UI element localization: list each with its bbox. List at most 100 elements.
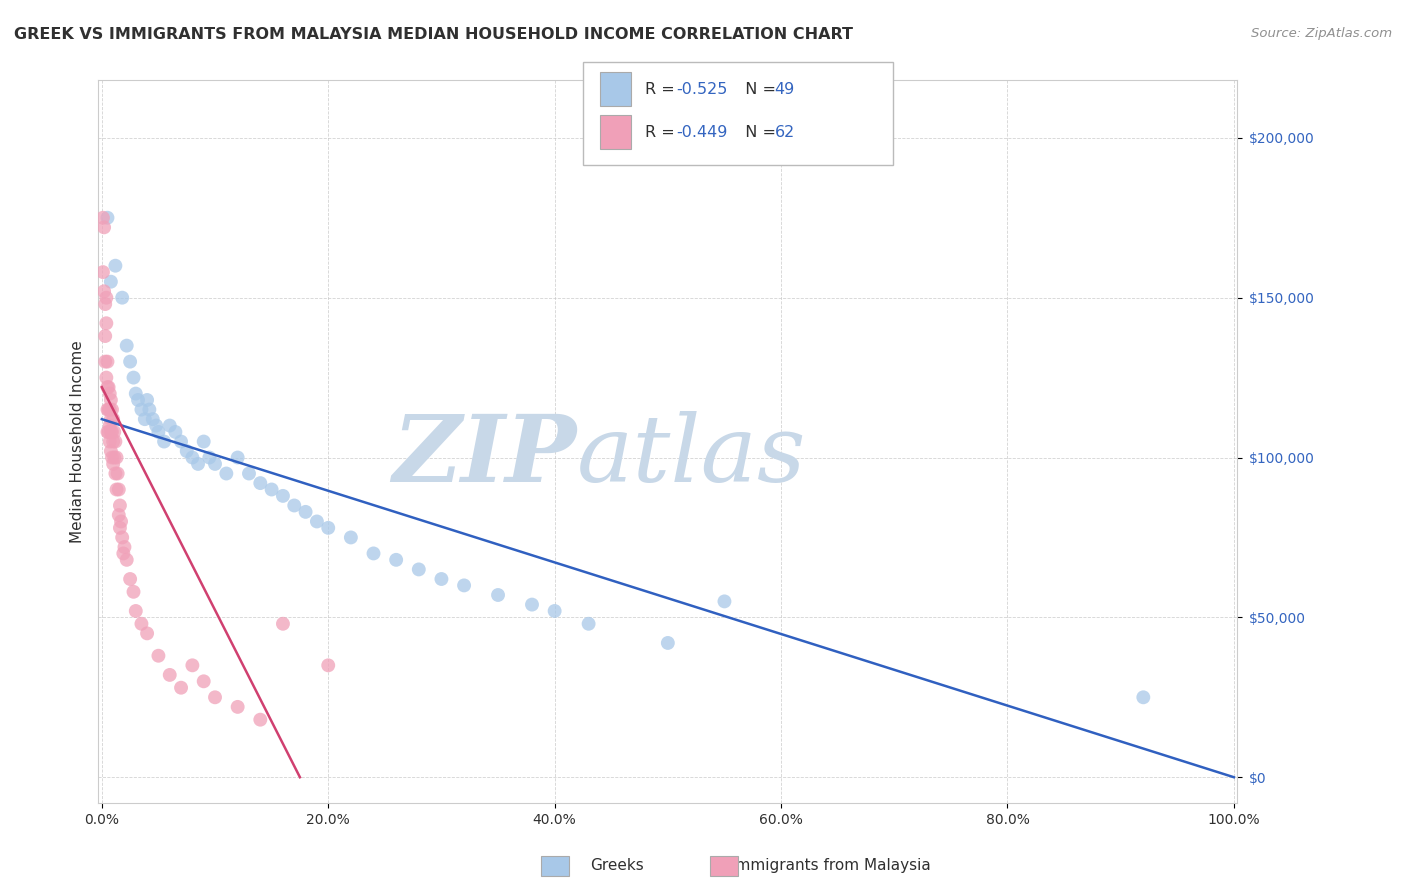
- Point: [96, 380, 118, 394]
- Text: R =: R =: [645, 82, 681, 96]
- Point: [97, 380, 120, 394]
- Text: -0.525: -0.525: [676, 82, 728, 96]
- Point: [111, 531, 134, 545]
- Point: [103, 425, 125, 439]
- Point: [340, 531, 363, 545]
- Point: [408, 562, 430, 576]
- Text: R =: R =: [645, 125, 681, 139]
- Text: N =: N =: [735, 125, 782, 139]
- Point: [181, 450, 204, 465]
- Point: [170, 434, 193, 449]
- Point: [93, 285, 115, 299]
- Point: [100, 444, 122, 458]
- Point: [138, 402, 160, 417]
- Point: [100, 412, 122, 426]
- Point: [125, 386, 148, 401]
- Point: [127, 392, 149, 407]
- Point: [104, 467, 127, 481]
- Point: [100, 425, 122, 439]
- Point: [98, 386, 121, 401]
- Point: [578, 616, 600, 631]
- Point: [363, 546, 385, 560]
- Point: [125, 604, 148, 618]
- Point: [96, 211, 118, 225]
- Point: [226, 450, 249, 465]
- Point: [204, 690, 226, 705]
- Point: [107, 508, 129, 522]
- Point: [260, 483, 283, 497]
- Point: [271, 489, 294, 503]
- Point: [520, 598, 543, 612]
- Point: [176, 444, 198, 458]
- Text: -0.449: -0.449: [676, 125, 728, 139]
- Point: [294, 505, 316, 519]
- Point: [107, 483, 129, 497]
- Point: [98, 418, 121, 433]
- Point: [238, 467, 260, 481]
- Point: [96, 370, 118, 384]
- Text: 49: 49: [775, 82, 794, 96]
- Point: [93, 220, 115, 235]
- Point: [193, 434, 215, 449]
- Point: [101, 425, 124, 439]
- Point: [103, 450, 125, 465]
- Point: [204, 457, 226, 471]
- Point: [100, 392, 122, 407]
- Point: [305, 515, 328, 529]
- Point: [165, 425, 187, 439]
- Point: [111, 291, 134, 305]
- Point: [170, 681, 193, 695]
- Point: [100, 275, 122, 289]
- Point: [159, 668, 181, 682]
- Point: [104, 259, 127, 273]
- Point: [486, 588, 509, 602]
- Point: [104, 434, 127, 449]
- Point: [101, 457, 124, 471]
- Point: [101, 412, 124, 426]
- Point: [145, 418, 167, 433]
- Point: [215, 467, 238, 481]
- Point: [271, 616, 294, 631]
- Point: [148, 648, 170, 663]
- Point: [142, 412, 165, 426]
- Point: [105, 483, 128, 497]
- Point: [159, 418, 181, 433]
- Point: [122, 370, 145, 384]
- Point: [105, 450, 128, 465]
- Point: [153, 434, 176, 449]
- Point: [122, 584, 145, 599]
- Point: [107, 467, 129, 481]
- Point: [187, 457, 209, 471]
- Point: [96, 402, 118, 417]
- Point: [193, 674, 215, 689]
- Point: [112, 546, 135, 560]
- Point: [283, 499, 305, 513]
- Point: [94, 297, 117, 311]
- Point: [713, 594, 735, 608]
- Point: [108, 499, 131, 513]
- Point: [148, 425, 170, 439]
- Point: [120, 354, 142, 368]
- Text: atlas: atlas: [576, 411, 806, 501]
- Point: [98, 434, 121, 449]
- Point: [114, 540, 136, 554]
- Point: [96, 354, 118, 368]
- Y-axis label: Median Household Income: Median Household Income: [69, 340, 84, 543]
- Point: [98, 402, 121, 417]
- Point: [657, 636, 679, 650]
- Point: [249, 713, 271, 727]
- Text: Immigrants from Malaysia: Immigrants from Malaysia: [731, 858, 931, 872]
- Point: [136, 392, 159, 407]
- Point: [316, 521, 339, 535]
- Point: [430, 572, 453, 586]
- Text: Source: ZipAtlas.com: Source: ZipAtlas.com: [1251, 27, 1392, 40]
- Point: [453, 578, 475, 592]
- Point: [110, 515, 132, 529]
- Point: [316, 658, 339, 673]
- Point: [181, 658, 204, 673]
- Point: [131, 616, 153, 631]
- Text: 62: 62: [775, 125, 794, 139]
- Point: [543, 604, 565, 618]
- Point: [120, 572, 142, 586]
- Point: [1132, 690, 1154, 705]
